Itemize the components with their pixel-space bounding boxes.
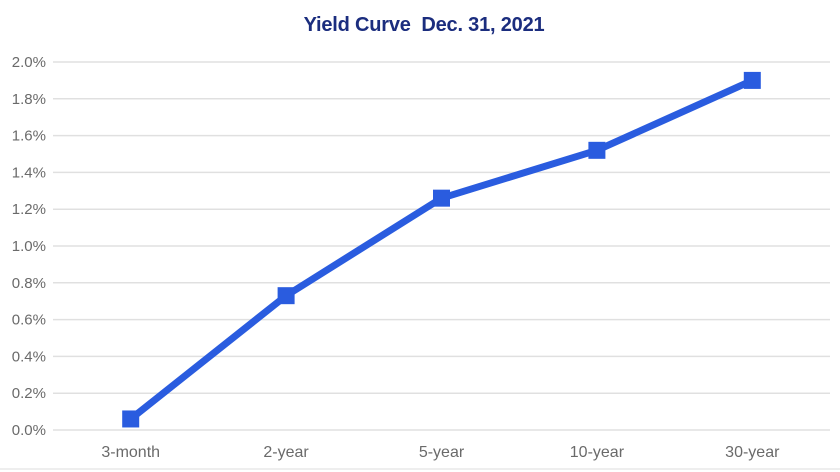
data-point-marker (122, 410, 140, 428)
y-axis-tick-label: 0.8% (12, 275, 46, 292)
y-axis-tick-label: 1.6% (12, 128, 46, 145)
y-axis-tick-label: 1.2% (12, 201, 46, 218)
y-axis-tick-label: 0.4% (12, 348, 46, 365)
x-axis-tick-label: 2-year (263, 444, 309, 461)
y-axis-tick-label: 0.0% (12, 422, 46, 439)
data-point-marker (588, 141, 606, 159)
data-point-marker (433, 189, 450, 207)
yield-series-line (127, 76, 756, 423)
data-point-marker (277, 287, 295, 305)
x-axis-tick-label: 5-year (419, 444, 465, 461)
x-axis-tick-label: 10-year (570, 444, 625, 461)
plot-area: 0.0% 0.2% 0.4% 0.6% 0.8% 1.0% 1.2% 1.4% 1.6% 1.8%… (0, 54, 840, 470)
y-axis-tick-label: 0.6% (12, 312, 46, 329)
chart-title: Yield Curve Dec. 31, 2021 (304, 14, 545, 36)
y-axis-tick-label: 2.0% (12, 54, 46, 71)
y-axis-tick-label: 1.0% (12, 238, 46, 255)
y-axis-tick-label: 1.4% (12, 164, 46, 181)
x-axis-tick-label: 30-year (725, 444, 780, 461)
y-axis-tick-label: 1.8% (12, 91, 46, 108)
data-point-marker (743, 71, 761, 89)
y-axis-tick-label: 0.2% (12, 385, 46, 402)
x-axis-tick-label: 3-month (101, 444, 160, 461)
